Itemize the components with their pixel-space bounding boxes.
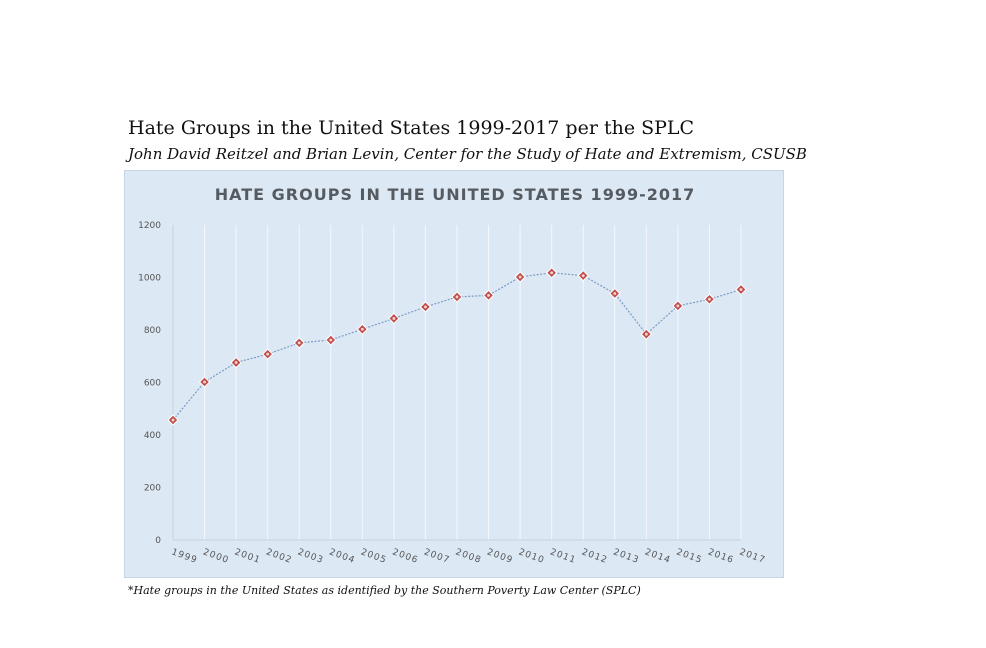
data-point-dot-2016 (708, 297, 711, 301)
data-point-dot-2015 (676, 304, 680, 308)
x-tick-label-2016: 2016 (706, 547, 735, 566)
data-point-dot-2007 (424, 305, 427, 309)
x-tick-label-2011: 2011 (549, 547, 578, 566)
data-point-dot-2012 (581, 274, 585, 278)
chart-container: 0 200 400 600 800 1000 1200 1999 2000 2001 2002 200… (124, 170, 784, 578)
x-tick-label-2001: 2001 (233, 547, 262, 566)
data-point-dot-2002 (266, 352, 270, 356)
data-point-dot-2004 (329, 338, 333, 342)
x-tick-label-2004: 2004 (328, 547, 357, 566)
x-tick-label-2005: 2005 (359, 547, 388, 566)
data-point-dot-2008 (455, 295, 459, 299)
x-tick-label-2010: 2010 (517, 547, 546, 566)
data-point-dot-2013 (613, 292, 617, 295)
y-tick-label-400: 400 (144, 431, 161, 441)
x-tick-label-2013: 2013 (612, 547, 641, 566)
x-tick-label-2007: 2007 (422, 547, 451, 566)
data-point-dot-2005 (360, 327, 364, 331)
footnote: *Hate groups in the United States as ide… (128, 584, 641, 597)
y-tick-label-200: 200 (144, 484, 161, 494)
x-tick-label-2002: 2002 (265, 547, 294, 566)
data-point-dot-2010 (518, 275, 522, 279)
x-tick-label-2012: 2012 (580, 547, 609, 566)
data-point-dot-2000 (203, 380, 206, 384)
page-subtitle: John David Reitzel and Brian Levin, Cent… (128, 145, 807, 163)
x-tick-label-2003: 2003 (296, 547, 325, 566)
data-point-dot-2011 (550, 271, 554, 275)
y-tick-label-0: 0 (155, 536, 161, 546)
x-tick-label-2017: 2017 (738, 547, 767, 566)
data-point-dot-2014 (644, 332, 648, 336)
y-tick-label-1000: 1000 (138, 274, 161, 284)
x-tick-label-2014: 2014 (643, 547, 672, 566)
data-point-dot-2009 (487, 293, 490, 297)
x-tick-label-2006: 2006 (391, 547, 420, 566)
page-title: Hate Groups in the United States 1999-20… (128, 117, 695, 139)
data-point-dot-2017 (739, 288, 743, 291)
y-tick-label-1200: 1200 (138, 221, 161, 231)
chart-title: HATE GROUPS IN THE UNITED STATES 1999-20… (214, 185, 696, 204)
data-point-dot-2003 (297, 341, 301, 345)
x-tick-label-2008: 2008 (454, 547, 483, 566)
data-point-dot-2006 (392, 317, 396, 320)
x-tick-label-1999: 1999 (170, 547, 199, 566)
y-tick-label-800: 800 (144, 326, 161, 336)
x-tick-label-2015: 2015 (675, 547, 704, 566)
data-point-dot-2001 (234, 361, 238, 364)
data-point-dot-1999 (171, 418, 175, 422)
x-tick-label-2009: 2009 (486, 547, 515, 566)
y-tick-label-600: 600 (144, 379, 161, 389)
x-tick-label-2000: 2000 (202, 547, 231, 566)
